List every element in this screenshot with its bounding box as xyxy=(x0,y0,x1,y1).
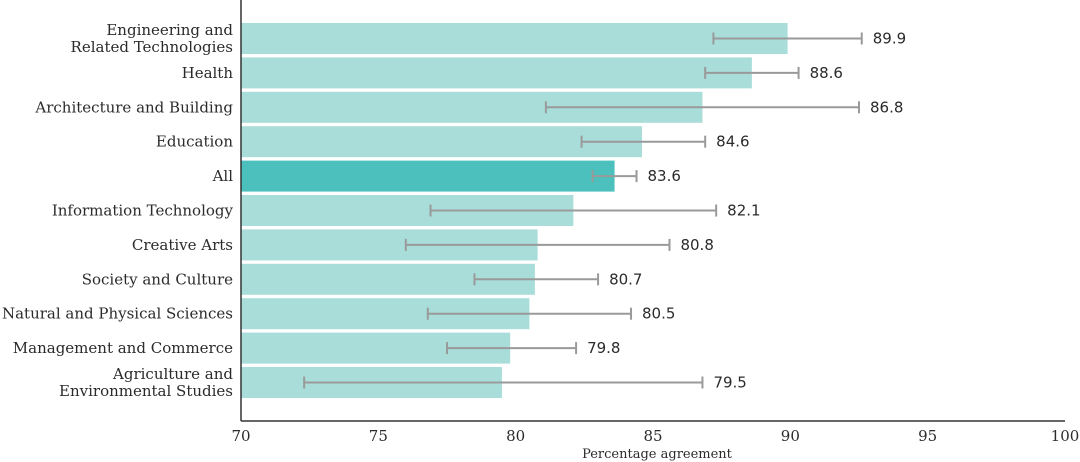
category-label: Information Technology xyxy=(52,202,234,220)
x-tick-label: 85 xyxy=(643,427,662,445)
category-label-line: Engineering and xyxy=(106,21,233,39)
value-label: 86.8 xyxy=(870,98,903,116)
category-label: All xyxy=(212,167,234,185)
x-tick-label: 90 xyxy=(781,427,800,445)
value-label: 83.6 xyxy=(648,167,681,185)
category-label: Agriculture and Environmental Studies xyxy=(59,365,233,400)
error-bar xyxy=(446,342,578,355)
category-label-line: All xyxy=(212,167,234,185)
value-label: 80.7 xyxy=(609,270,642,288)
category-label: Creative Arts xyxy=(132,236,233,254)
error-bar xyxy=(473,273,600,286)
category-label-line: Agriculture and xyxy=(112,365,233,383)
bar xyxy=(241,57,752,89)
error-bar xyxy=(404,238,671,251)
category-label-line: Health xyxy=(182,64,234,82)
value-label: 89.9 xyxy=(873,30,906,48)
category-label: Health xyxy=(182,64,234,82)
category-label-line: Related Technologies xyxy=(71,38,233,56)
category-label: Management and Commerce xyxy=(13,339,233,357)
x-axis-title: Percentage agreement xyxy=(582,447,733,462)
x-tick-label: 70 xyxy=(231,427,250,445)
category-label-line: Creative Arts xyxy=(132,236,233,254)
x-tick-label: 80 xyxy=(506,427,525,445)
labels-layer: 89.9 Engineering and Related Technologies 8… xyxy=(2,21,906,400)
axes-layer: 70 75 80 85 90 95 100 Percentage agreement xyxy=(231,0,1079,462)
error-bar xyxy=(426,307,633,320)
category-label: Education xyxy=(156,133,233,151)
bar xyxy=(241,23,788,54)
error-bars-layer xyxy=(303,32,863,389)
x-tick-label: 100 xyxy=(1051,427,1080,445)
error-bar xyxy=(544,101,860,114)
x-tick-label: 95 xyxy=(918,427,937,445)
category-label-line: Society and Culture xyxy=(82,270,233,288)
category-label: Engineering and Related Technologies xyxy=(71,21,234,56)
value-label: 80.8 xyxy=(680,236,713,254)
error-bar xyxy=(580,135,707,148)
value-label: 80.5 xyxy=(642,305,675,323)
category-label-line: Information Technology xyxy=(52,202,234,220)
category-label-line: Management and Commerce xyxy=(13,339,233,357)
category-label-line: Architecture and Building xyxy=(34,98,233,116)
category-label: Natural and Physical Sciences xyxy=(2,305,233,323)
bar xyxy=(241,160,615,192)
error-bar xyxy=(704,66,800,79)
category-label-line: Education xyxy=(156,133,233,151)
value-label: 79.8 xyxy=(587,339,620,357)
value-label: 84.6 xyxy=(716,133,749,151)
value-label: 79.5 xyxy=(713,374,746,392)
value-label: 82.1 xyxy=(727,202,760,220)
category-label-line: Natural and Physical Sciences xyxy=(2,305,233,323)
category-label: Architecture and Building xyxy=(34,98,233,116)
error-bar xyxy=(591,170,638,183)
error-bar xyxy=(303,376,704,389)
error-bar xyxy=(712,32,863,45)
bar xyxy=(241,126,643,158)
category-label-line: Environmental Studies xyxy=(59,382,233,400)
category-label: Society and Culture xyxy=(82,270,233,288)
x-tick-label: 75 xyxy=(369,427,388,445)
error-bar xyxy=(429,204,718,217)
value-label: 88.6 xyxy=(810,64,843,82)
